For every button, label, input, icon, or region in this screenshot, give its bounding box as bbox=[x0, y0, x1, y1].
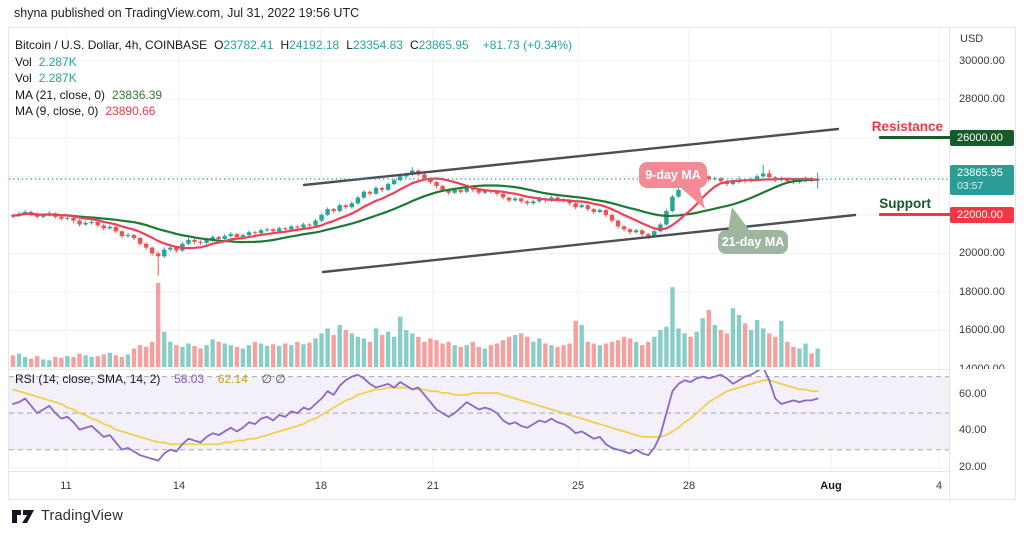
ohlc-key: O bbox=[214, 38, 224, 52]
rsi-chart-svg bbox=[9, 370, 949, 472]
support-price-badge: 22000.00 bbox=[950, 206, 1014, 223]
indicator-legend-rows: Vol 2.287K Vol 2.287K MA (21, close, 0) 23836… bbox=[15, 54, 572, 120]
currency-label: USD bbox=[960, 33, 984, 45]
price-pane[interactable] bbox=[9, 28, 949, 369]
indicator-label: MA (9, close, 0) bbox=[15, 104, 99, 118]
rsi-axis-label: 20.00 bbox=[959, 460, 987, 473]
symbol-title: Bitcoin / U.S. Dollar, 4h, COINBASE bbox=[15, 38, 208, 52]
time-axis-label: 18 bbox=[314, 480, 328, 492]
ma21-callout: 21-day MA bbox=[718, 207, 788, 254]
rsi-legend[interactable]: RSI (14, close, SMA, 14, 2) 58.03 62.14 … bbox=[15, 372, 286, 386]
time-axis-label: 4 bbox=[935, 480, 943, 492]
ma21-callout-label: 21-day MA bbox=[721, 235, 785, 249]
ohlc-value: 23865.95 bbox=[418, 38, 469, 52]
indicator-legend-row[interactable]: MA (9, close, 0) 23890.66 bbox=[15, 103, 572, 120]
symbol-legend: Bitcoin / U.S. Dollar, 4h, COINBASE O2378… bbox=[15, 37, 572, 120]
ohlc-key: L bbox=[346, 38, 353, 52]
volume-bars bbox=[10, 283, 820, 367]
indicator-value: 23836.39 bbox=[112, 87, 163, 102]
support-line bbox=[879, 212, 951, 216]
indicator-legend-row[interactable]: Vol 2.287K bbox=[15, 54, 572, 71]
indicator-value: 2.287K bbox=[38, 71, 77, 85]
resistance-label: Resistance bbox=[871, 118, 943, 134]
ohlc-key: C bbox=[409, 38, 419, 52]
time-axis-label: 28 bbox=[682, 480, 696, 492]
rsi-pane[interactable] bbox=[9, 369, 949, 472]
price-axis-label: 28000.00 bbox=[959, 93, 1005, 106]
indicator-legend-row[interactable]: MA (21, close, 0) 23836.39 bbox=[15, 87, 572, 104]
resistance-line bbox=[879, 135, 951, 139]
support-label: Support bbox=[879, 195, 931, 211]
rsi-axis-label: 60.00 bbox=[959, 387, 987, 400]
ma9-line bbox=[11, 177, 819, 250]
rsi-axis-labels: 60.00 40.00 20.00 bbox=[949, 369, 1015, 479]
last-price-value: 23865.95 bbox=[957, 166, 1003, 179]
ohlc-value: 23782.41 bbox=[223, 38, 274, 52]
time-axis-label: Aug bbox=[820, 480, 842, 492]
rsi-value: 58.03 bbox=[174, 372, 205, 386]
indicator-label: Vol bbox=[15, 71, 32, 85]
ohlc-value: 24192.18 bbox=[289, 38, 340, 52]
rsi-axis-label: 40.00 bbox=[959, 424, 987, 437]
symbol-title-row[interactable]: Bitcoin / U.S. Dollar, 4h, COINBASE O2378… bbox=[15, 37, 572, 54]
ma9-callout-tail-icon bbox=[679, 186, 705, 209]
price-axis-label: 14000.00 bbox=[959, 363, 1005, 369]
ohlc-values: O23782.41 H24192.18 L23354.83 C23865.95 bbox=[214, 38, 476, 52]
price-chart-svg bbox=[9, 28, 949, 369]
attribution-text: shyna published on TradingView.com, Jul … bbox=[14, 6, 360, 20]
time-axis-label: 14 bbox=[172, 480, 186, 492]
indicator-value: 23890.66 bbox=[105, 104, 156, 118]
indicator-label: Vol bbox=[15, 54, 32, 69]
price-axis-column[interactable]: USD bbox=[949, 28, 1016, 501]
tradingview-wordmark: TradingView bbox=[41, 508, 123, 524]
ohlc-key: H bbox=[280, 38, 290, 52]
price-axis-label: 30000.00 bbox=[959, 54, 1005, 67]
chart-widget: 11 14 18 21 25 28 Aug 4 USD 30000.00 28000.00 200… bbox=[8, 27, 1016, 502]
indicator-value: 2.287K bbox=[38, 54, 77, 69]
rsi-legend-label: RSI (14, close, SMA, 14, 2) bbox=[15, 372, 161, 386]
indicator-legend-row[interactable]: Vol 2.287K bbox=[15, 70, 572, 87]
time-axis-label: 21 bbox=[426, 480, 440, 492]
rsi-empty-values: ∅ ∅ bbox=[261, 372, 286, 386]
last-price-badge: 23865.95 03:57 bbox=[950, 164, 1014, 195]
tradingview-mark-icon bbox=[12, 509, 34, 523]
price-axis-label: 16000.00 bbox=[959, 324, 1005, 337]
time-axis-label: 25 bbox=[571, 480, 585, 492]
tradingview-logo[interactable]: TradingView bbox=[12, 508, 123, 524]
candle-countdown: 03:57 bbox=[957, 179, 984, 192]
ma21-callout-tail-icon bbox=[728, 207, 750, 231]
ma9-callout-label: 9-day MA bbox=[645, 168, 701, 182]
change-value: +81.73 (+0.34%) bbox=[482, 38, 573, 52]
time-axis-label: 11 bbox=[60, 480, 72, 492]
indicator-label: MA (21, close, 0) bbox=[15, 87, 106, 102]
time-axis[interactable]: 11 14 18 21 25 28 Aug 4 bbox=[9, 471, 949, 502]
price-axis-label: 18000.00 bbox=[959, 285, 1005, 298]
price-axis-label: 20000.00 bbox=[959, 247, 1005, 260]
trend-channel-lines bbox=[302, 127, 857, 274]
ohlc-value: 23354.83 bbox=[352, 38, 403, 52]
resistance-price-badge: 26000.00 bbox=[950, 129, 1014, 146]
rsi-line bbox=[12, 370, 819, 462]
ma9-callout: 9-day MA bbox=[639, 162, 707, 209]
rsi-sma-value: 62.14 bbox=[217, 372, 248, 386]
price-axis-labels: 30000.00 28000.00 20000.00 18000.00 16000.00… bbox=[949, 28, 1015, 369]
